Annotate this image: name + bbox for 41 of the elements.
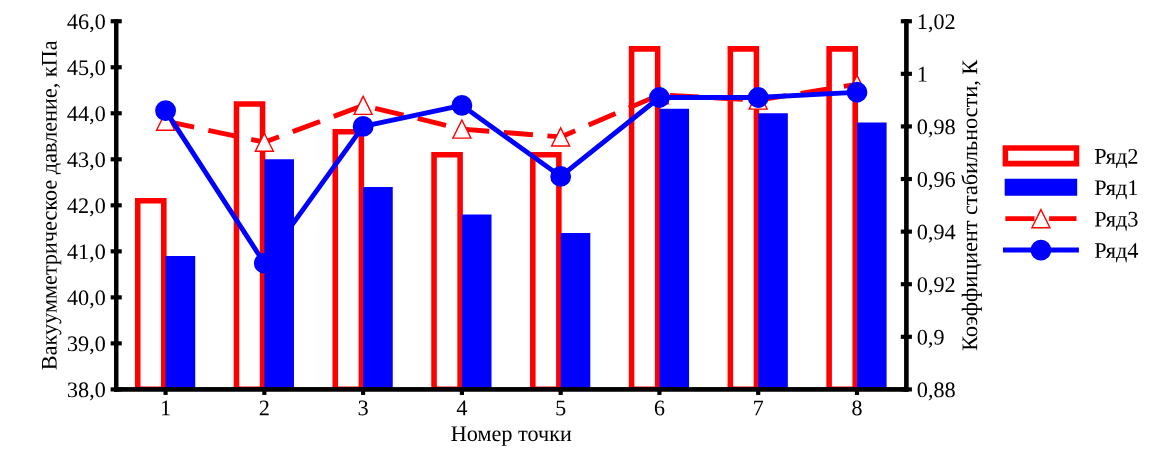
x-tick-label: 5 bbox=[556, 400, 566, 416]
y-tick-label: 42,0 bbox=[67, 198, 105, 217]
x-tick-label: 6 bbox=[654, 400, 665, 416]
y-tick-label: 45,0 bbox=[67, 60, 105, 79]
point bbox=[353, 95, 373, 116]
legend-label: Ряд3 bbox=[1094, 211, 1138, 231]
point bbox=[550, 127, 571, 147]
y2-tick-label: 0,98 bbox=[917, 119, 955, 138]
y-tick-label: 41,0 bbox=[67, 244, 105, 263]
point bbox=[254, 132, 275, 152]
y2-tick-label: 1,02 bbox=[918, 14, 955, 33]
legend-label: Ряд4 bbox=[1094, 243, 1139, 263]
point bbox=[155, 100, 177, 122]
y2-tick-label: 0,88 bbox=[917, 382, 955, 401]
x-tick-label: 1 bbox=[161, 400, 170, 416]
x-tick-label: 2 bbox=[259, 400, 269, 416]
y-axis-title: Вакуумметрическое давление, кПа bbox=[41, 40, 62, 370]
y2-axis-title: Коэффициент стабильности, К bbox=[961, 59, 982, 351]
x-tick-label: 8 bbox=[852, 400, 862, 416]
y2-tick-label: 0,96 bbox=[917, 171, 955, 191]
y-tick-label: 39,0 bbox=[67, 336, 105, 355]
point bbox=[846, 81, 868, 103]
y2-tick-label: 1 bbox=[918, 66, 927, 82]
point bbox=[352, 116, 374, 137]
y2-tick-label: 0,94 bbox=[917, 224, 956, 243]
x-tick-label: 4 bbox=[456, 400, 468, 416]
y-tick-label: 44,0 bbox=[67, 106, 105, 125]
point bbox=[550, 165, 572, 187]
x-tick-label: 3 bbox=[358, 400, 368, 416]
x-axis-title: Номер точки bbox=[451, 426, 572, 446]
y-tick-label: 40,0 bbox=[67, 290, 105, 309]
y2-tick-label: 0,92 bbox=[917, 277, 955, 296]
y-tick-label: 43,0 bbox=[67, 152, 105, 171]
x-tick-label: 7 bbox=[754, 400, 764, 416]
legend-label: Ряд2 bbox=[1094, 148, 1138, 168]
point bbox=[451, 94, 473, 116]
point bbox=[452, 119, 472, 139]
y-tick-label: 38,0 bbox=[67, 382, 105, 401]
legend-label: Ряд1 bbox=[1094, 180, 1138, 200]
y2-tick-label: 0,9 bbox=[917, 329, 944, 348]
y-tick-label: 46,0 bbox=[67, 14, 105, 33]
